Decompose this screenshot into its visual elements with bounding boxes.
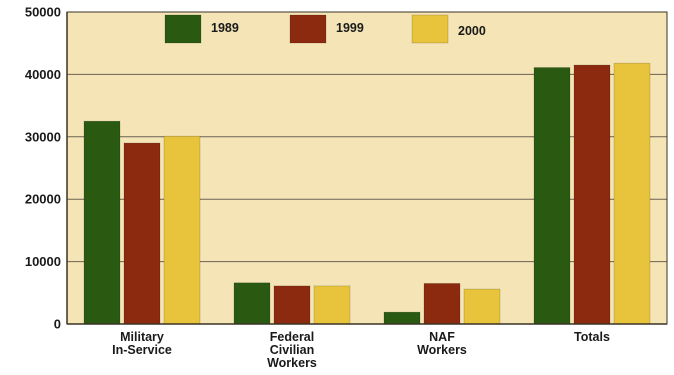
bar-1989-2: [383, 311, 421, 325]
x-category-labels: Military In-Service Federal Civilian Workers…: [112, 330, 610, 370]
y-tick-label: 50000: [25, 5, 61, 20]
legend-swatch-1989: [164, 14, 202, 44]
legend-label-1999: 1999: [336, 21, 364, 35]
axes: [66, 11, 668, 325]
x-category-label: Federal Civilian Workers: [267, 330, 317, 370]
bar-1999-2: [423, 283, 461, 325]
legend-swatch-1999: [289, 14, 327, 44]
bar-1989-3: [533, 67, 571, 325]
bar-2000-1: [313, 285, 351, 325]
bar-2000-2: [463, 288, 501, 325]
y-tick-label: 0: [54, 317, 61, 332]
plot-border: [66, 11, 668, 325]
x-category-label: Totals: [574, 330, 610, 344]
legend-swatch-2000: [411, 14, 449, 44]
bar-1999-3: [573, 64, 611, 325]
bar-1989-1: [233, 282, 271, 325]
y-tick-labels: 0 10000 20000 30000 40000 50000: [25, 5, 61, 332]
legend: 1989 1999 2000: [164, 14, 486, 44]
y-tick-label: 20000: [25, 192, 61, 207]
y-tick-label: 30000: [25, 129, 61, 144]
x-category-label: NAF Workers: [417, 330, 467, 357]
y-tick-label: 40000: [25, 67, 61, 82]
x-category-label: Military In-Service: [112, 330, 172, 357]
bar-2000-0: [163, 135, 201, 325]
y-tick-label: 10000: [25, 254, 61, 269]
bar-1989-0: [83, 120, 121, 325]
bar-1999-0: [123, 142, 161, 325]
legend-label-1989: 1989: [211, 21, 239, 35]
legend-label-2000: 2000: [458, 24, 486, 38]
bar-2000-3: [613, 62, 651, 325]
bars: [83, 62, 651, 325]
bar-1999-1: [273, 285, 311, 325]
